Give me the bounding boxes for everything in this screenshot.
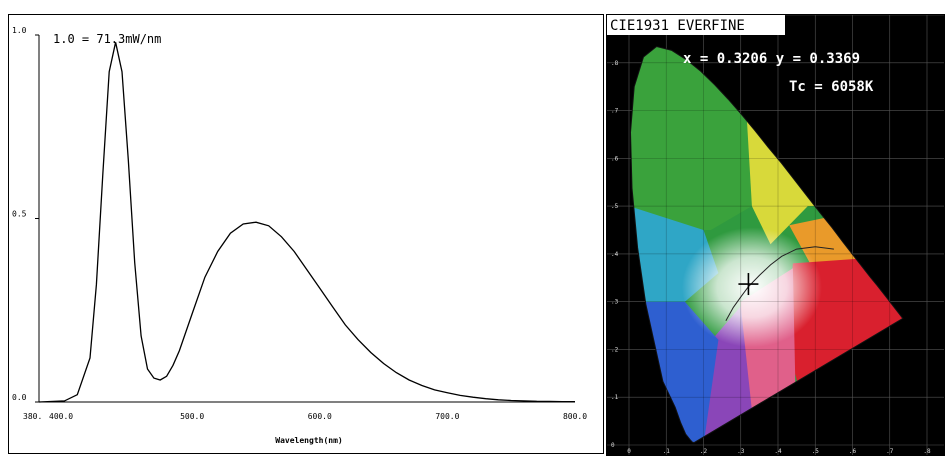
cie-x-tick-label: .3 [737, 448, 745, 455]
cie-y-tick-label: .1 [611, 394, 619, 401]
x-tick-label: 500.0 [180, 412, 204, 421]
cie-y-tick-label: 0 [611, 442, 615, 449]
x-tick-label: 380. [23, 412, 42, 421]
cie-x-tick-label: .8 [923, 448, 931, 455]
x-tick-label: 700.0 [435, 412, 459, 421]
cie-y-tick-label: .2 [611, 346, 619, 353]
cie-x-tick-label: .5 [812, 448, 820, 455]
chromaticity-point-marker [738, 273, 759, 296]
cie-color-fill [630, 46, 903, 443]
spectrum-curve [38, 42, 575, 403]
cie-x-tick-label: .2 [700, 448, 708, 455]
cie-y-tick-label: .7 [611, 108, 619, 115]
cie-x-tick-label: .6 [849, 448, 857, 455]
cie-title: CIE1931 EVERFINE [610, 18, 745, 34]
cie-axis-tick-labels: 0.1.2.3.4.5.6.7.80.1.2.3.4.5.6.7.8.9 [611, 15, 931, 455]
cie-y-tick-label: .6 [611, 155, 619, 162]
power-annotation: 1.0 = 71.3mW/nm [53, 32, 161, 46]
cie-svg: 0.1.2.3.4.5.6.7.80.1.2.3.4.5.6.7.8.9 CIE… [607, 15, 944, 455]
spectrum-axes [38, 35, 575, 403]
cie-x-tick-label: .4 [774, 448, 782, 455]
cie-title-background [607, 15, 785, 35]
x-tick-label: 800.0 [563, 412, 587, 421]
x-tick-label: 400.0 [49, 412, 73, 421]
color-temperature-readout: Tc = 6058K [789, 79, 874, 95]
cie-x-tick-label: .1 [663, 448, 671, 455]
x-axis-label: Wavelength(nm) [275, 436, 342, 445]
y-tick-label: 0.0 [12, 393, 27, 402]
planckian-locus [725, 246, 834, 322]
y-tick-label: 1.0 [12, 26, 27, 35]
chromaticity-xy-readout: x = 0.3206 y = 0.3369 [683, 51, 860, 67]
cie-x-tick-label: 0 [627, 448, 631, 455]
cie-y-tick-label: .5 [611, 203, 619, 210]
spectrum-ticks: 0.0 0.5 1.0 380. 400.0 500.0 600.0 700.0 800.0 [12, 26, 587, 421]
x-tick-label: 600.0 [308, 412, 332, 421]
y-tick-label: 0.5 [12, 210, 27, 219]
cie-y-tick-label: .4 [611, 251, 619, 258]
spectrum-svg: 0.0 0.5 1.0 380. 400.0 500.0 600.0 700.0 800.0 1… [12, 26, 587, 445]
cie-x-tick-label: .7 [886, 448, 894, 455]
cie-diagram: 0.1.2.3.4.5.6.7.80.1.2.3.4.5.6.7.8.9 CIE… [606, 14, 945, 456]
cie-y-tick-label: .8 [611, 60, 619, 67]
spectrum-chart: 0.0 0.5 1.0 380. 400.0 500.0 600.0 700.0 800.0 1… [8, 14, 604, 454]
cie-y-tick-label: .3 [611, 299, 619, 306]
spectral-locus [629, 45, 904, 444]
